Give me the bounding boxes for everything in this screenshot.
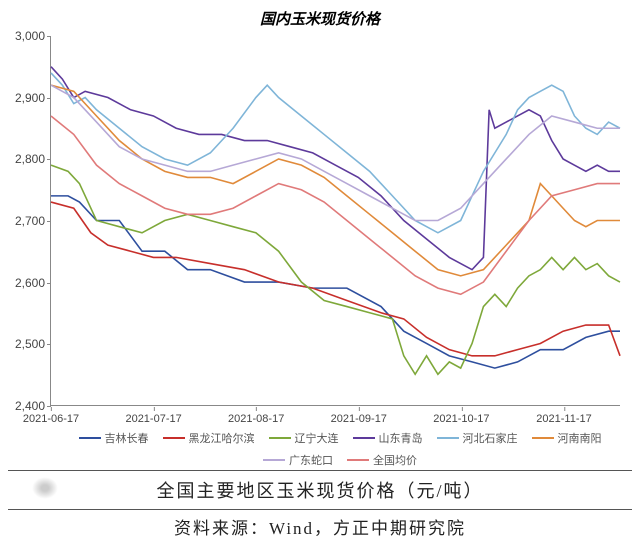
chart-legend: 吉林长春 黑龙江哈尔滨 辽宁大连 山东青岛 河北石家庄 河南南阳广东蛇口 全国均价 (60, 430, 620, 468)
y-tick-mark (47, 221, 51, 222)
legend-item: 黑龙江哈尔滨 (163, 430, 255, 446)
legend-label: 黑龙江哈尔滨 (189, 430, 255, 446)
y-tick-label: 2,700 (5, 214, 45, 228)
legend-label: 辽宁大连 (295, 430, 339, 446)
x-tick-mark (564, 407, 565, 411)
legend-label: 全国均价 (373, 452, 417, 468)
y-tick-mark (47, 159, 51, 160)
x-tick-mark (154, 407, 155, 411)
chart-title: 国内玉米现货价格 (0, 0, 640, 33)
y-tick-mark (47, 98, 51, 99)
legend-item: 辽宁大连 (269, 430, 339, 446)
series-line (51, 165, 620, 374)
x-tick-label: 2021-09-17 (331, 413, 387, 425)
legend-swatch (437, 437, 459, 439)
legend-item: 广东蛇口 (263, 452, 333, 468)
x-tick-label: 2021-08-17 (228, 413, 284, 425)
x-tick-mark (359, 407, 360, 411)
legend-swatch (353, 437, 375, 439)
series-line (51, 67, 620, 270)
series-line (51, 202, 620, 356)
legend-swatch (263, 459, 285, 461)
y-tick-label: 2,500 (5, 337, 45, 351)
caption-text: 全国主要地区玉米现货价格（元/吨） (8, 477, 632, 503)
line-series-svg (51, 36, 620, 405)
series-line (51, 196, 620, 368)
x-tick-mark (256, 407, 257, 411)
y-tick-label: 2,600 (5, 276, 45, 290)
legend-item: 吉林长春 (79, 430, 149, 446)
y-tick-label: 2,800 (5, 152, 45, 166)
x-tick-label: 2021-11-17 (536, 413, 591, 425)
legend-label: 河南南阳 (558, 430, 602, 446)
x-tick-mark (461, 407, 462, 411)
legend-swatch (532, 437, 554, 439)
legend-item: 全国均价 (347, 452, 417, 468)
x-tick-label: 2021-07-17 (125, 413, 181, 425)
chart-plot-area: 2,4002,5002,6002,7002,8002,9003,0002021-… (50, 36, 620, 406)
y-tick-label: 2,400 (5, 399, 45, 413)
series-line (51, 73, 620, 233)
caption-box: 全国主要地区玉米现货价格（元/吨） (8, 470, 632, 510)
x-tick-mark (51, 407, 52, 411)
legend-swatch (163, 437, 185, 439)
legend-item: 山东青岛 (353, 430, 423, 446)
smudge-mark (32, 477, 58, 499)
x-tick-label: 2021-10-17 (433, 413, 489, 425)
y-tick-mark (47, 344, 51, 345)
legend-item: 河北石家庄 (437, 430, 518, 446)
legend-swatch (347, 459, 369, 461)
legend-label: 吉林长春 (105, 430, 149, 446)
source-text: 资料来源：Wind，方正中期研究院 (0, 514, 640, 539)
legend-swatch (79, 437, 101, 439)
y-tick-mark (47, 36, 51, 37)
y-tick-label: 3,000 (5, 29, 45, 43)
legend-label: 山东青岛 (379, 430, 423, 446)
legend-label: 河北石家庄 (463, 430, 518, 446)
legend-label: 广东蛇口 (289, 452, 333, 468)
y-tick-mark (47, 283, 51, 284)
legend-item: 河南南阳 (532, 430, 602, 446)
y-tick-label: 2,900 (5, 91, 45, 105)
legend-swatch (269, 437, 291, 439)
x-tick-label: 2021-06-17 (23, 413, 79, 425)
